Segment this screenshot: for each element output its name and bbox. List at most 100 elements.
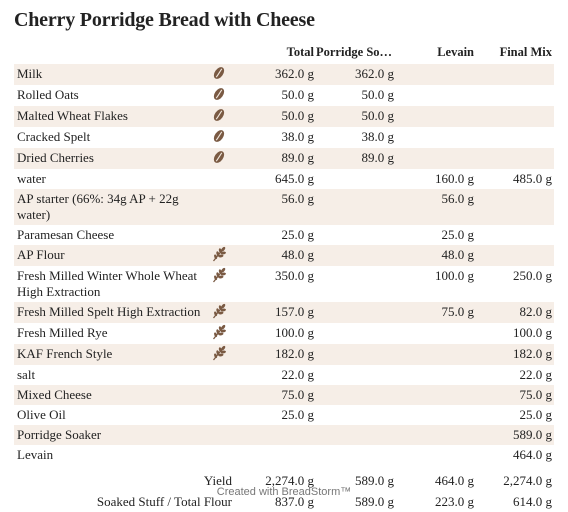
wheat-icon [211, 267, 227, 286]
final-mix-weight: 250.0 g [513, 268, 552, 283]
levain-weight [396, 425, 476, 445]
wheat-icon [211, 324, 227, 343]
bean-icon [211, 67, 227, 84]
final-mix-weight [476, 64, 554, 85]
levain-weight: 160.0 g [435, 171, 474, 186]
final-mix-weight [476, 148, 554, 169]
final-mix-weight: 75.0 g [476, 385, 554, 405]
porridge-soaker-weight [316, 189, 396, 225]
porridge-soaker-weight [316, 302, 396, 323]
ingredient-row[interactable]: water 645.0 g 160.0 g 485.0 g [14, 169, 554, 189]
ingredient-name: salt [17, 367, 36, 382]
total-weight: 50.0 g [234, 106, 316, 127]
total-weight: 645.0 g [275, 171, 314, 186]
final-mix-weight [476, 127, 554, 148]
final-mix-weight: 100.0 g [513, 325, 552, 340]
total-weight [234, 445, 316, 465]
ingredient-icon-cell [204, 302, 234, 323]
porridge-soaker-weight: 50.0 g [361, 87, 395, 102]
summary-levain: 464.0 g [435, 473, 474, 488]
levain-weight [396, 106, 476, 127]
ingredient-row[interactable]: Porridge Soaker 589.0 g [14, 425, 554, 445]
porridge-soaker-weight [316, 445, 396, 465]
porridge-soaker-weight [316, 385, 396, 405]
final-mix-weight: 464.0 g [513, 447, 552, 462]
final-mix-header[interactable]: Final Mix [499, 44, 552, 59]
total-weight: 50.0 g [281, 87, 315, 102]
levain-weight [396, 344, 476, 365]
ingredient-row[interactable]: salt 22.0 g 22.0 g [14, 365, 554, 385]
porridge-soaker-weight: 89.0 g [316, 148, 396, 169]
porridge-soaker-weight [316, 266, 396, 302]
ingredient-name: Fresh Milled Rye [17, 325, 108, 340]
ingredient-name: Levain [17, 447, 54, 462]
ingredient-row[interactable]: Levain 464.0 g [14, 445, 554, 465]
porridge-soaker-weight: 50.0 g [316, 106, 396, 127]
final-mix-weight [476, 85, 554, 106]
levain-weight: 100.0 g [435, 268, 474, 283]
header-row: Total Porridge Soa… Levain Final Mix [14, 42, 554, 64]
levain-weight [396, 148, 476, 169]
total-weight: 25.0 g [281, 407, 315, 422]
ingredient-name: Paramesan Cheese [17, 227, 115, 242]
porridge-soaker-weight [316, 365, 396, 385]
final-mix-weight [476, 225, 554, 245]
ingredient-icon-cell [204, 445, 234, 465]
ingredient-row[interactable]: Fresh Milled Winter Whole Wheat High Ext… [14, 266, 554, 302]
ingredient-row[interactable]: Fresh Milled Spelt High Extraction 157.0 … [14, 302, 554, 323]
ingredient-name: Mixed Cheese [14, 385, 204, 405]
summary-porridge-soaker: 589.0 g [355, 494, 394, 509]
ingredient-name: Porridge Soaker [14, 425, 204, 445]
ingredient-header [14, 42, 204, 64]
ingredient-row[interactable]: Mixed Cheese 75.0 g 75.0 g [14, 385, 554, 405]
ingredient-row[interactable]: KAF French Style 182.0 g 182.0 g [14, 344, 554, 365]
levain-header[interactable]: Levain [437, 44, 474, 59]
recipe-title: Cherry Porridge Bread with Cheese [14, 9, 315, 31]
total-weight: 25.0 g [281, 227, 315, 242]
ingredient-icon-cell [204, 323, 234, 344]
final-mix-weight: 82.0 g [476, 302, 554, 323]
wheat-icon [211, 303, 227, 322]
total-weight: 75.0 g [234, 385, 316, 405]
porridge-soaker-weight [316, 225, 396, 245]
total-weight: 182.0 g [234, 344, 316, 365]
ingredient-name: Malted Wheat Flakes [14, 106, 204, 127]
total-weight: 362.0 g [234, 64, 316, 85]
final-mix-weight [476, 245, 554, 266]
ingredient-icon-cell [204, 344, 234, 365]
ingredient-row[interactable]: Rolled Oats 50.0 g 50.0 g [14, 85, 554, 106]
ingredient-row[interactable]: Olive Oil 25.0 g 25.0 g [14, 405, 554, 425]
final-mix-weight [476, 189, 554, 225]
summary-final-mix: 2,274.0 g [503, 473, 552, 488]
ingredient-row[interactable]: Malted Wheat Flakes 50.0 g 50.0 g [14, 106, 554, 127]
ingredient-row[interactable]: Paramesan Cheese 25.0 g 25.0 g [14, 225, 554, 245]
final-mix-weight: 182.0 g [476, 344, 554, 365]
summary-row: Yield 2,274.0 g 589.0 g 464.0 g 2,274.0 g [14, 465, 554, 491]
ingredient-row[interactable]: Milk 362.0 g 362.0 g [14, 64, 554, 85]
levain-weight: 25.0 g [441, 227, 475, 242]
ingredient-row[interactable]: AP starter (66%: 34g AP + 22g water) 56.0… [14, 189, 554, 225]
levain-weight: 48.0 g [396, 245, 476, 266]
total-header[interactable]: Total [286, 44, 314, 59]
summary-porridge-soaker: 589.0 g [355, 473, 394, 488]
levain-weight: 56.0 g [396, 189, 476, 225]
ingredient-row[interactable]: Cracked Spelt 38.0 g 38.0 g [14, 127, 554, 148]
bean-icon [211, 151, 227, 168]
ingredient-row[interactable]: Fresh Milled Rye 100.0 g 100.0 g [14, 323, 554, 344]
porridge-soaker-weight [316, 425, 396, 445]
porridge-soaker-weight [316, 169, 396, 189]
total-weight: 157.0 g [234, 302, 316, 323]
ingredient-icon-cell [204, 148, 234, 169]
summary-final-mix: 614.0 g [513, 494, 552, 509]
ingredient-row[interactable]: AP Flour 48.0 g 48.0 g [14, 245, 554, 266]
porridge-soaker-header[interactable]: Porridge Soa… [316, 44, 396, 59]
ingredient-icon-cell [204, 189, 234, 225]
ingredient-row[interactable]: Dried Cherries 89.0 g 89.0 g [14, 148, 554, 169]
porridge-soaker-weight [316, 323, 396, 344]
ingredient-icon-cell [204, 85, 234, 106]
final-mix-weight: 485.0 g [513, 171, 552, 186]
final-mix-weight: 25.0 g [519, 407, 553, 422]
bean-icon [211, 109, 227, 126]
ingredient-name: AP Flour [14, 245, 204, 266]
ingredient-name: Fresh Milled Winter Whole Wheat High Ext… [17, 268, 197, 299]
